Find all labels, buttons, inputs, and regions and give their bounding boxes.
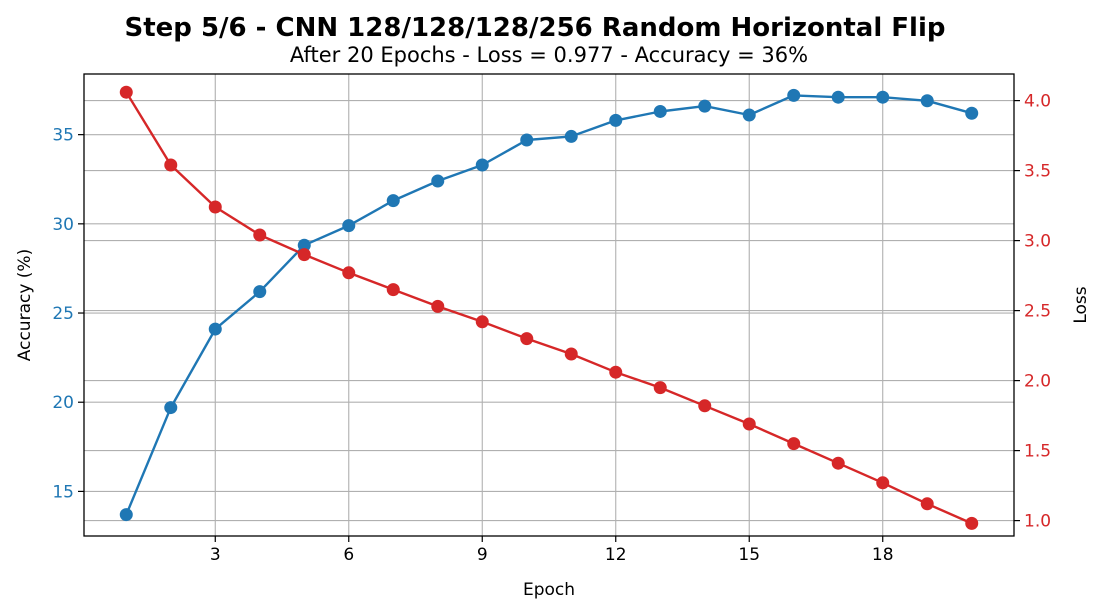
accuracy-point (253, 285, 267, 299)
y-axis-right-label: Loss (1071, 286, 1091, 323)
y-axis-left-label: Accuracy (%) (15, 249, 35, 361)
accuracy-series (119, 88, 979, 522)
accuracy-point (164, 401, 178, 415)
loss-point (742, 417, 756, 431)
accuracy-point (475, 158, 489, 172)
accuracy-point (831, 90, 845, 104)
accuracy-point (119, 508, 133, 522)
loss-series (119, 85, 979, 530)
loss-point (475, 315, 489, 329)
loss-point (965, 516, 979, 530)
loss-point (920, 497, 934, 511)
y-left-tick-label: 25 (52, 304, 74, 324)
loss-point (119, 85, 133, 99)
y-left-tick-label: 15 (52, 482, 74, 502)
y-left-tick-label: 35 (52, 126, 74, 146)
chart-subtitle: After 20 Epochs - Loss = 0.977 - Accurac… (290, 43, 808, 67)
axes: 3 6 9 12 15 18 15 20 25 30 35 1.0 1.5 2.0 2.5 3.0 3.5 4.0 (52, 92, 1051, 565)
y-right-tick-label: 2.5 (1024, 302, 1051, 322)
x-tick-label: 15 (738, 545, 760, 565)
loss-point (208, 200, 222, 214)
accuracy-point (876, 90, 890, 104)
accuracy-point (297, 238, 311, 252)
grid (84, 74, 1014, 536)
accuracy-line (125, 94, 973, 516)
accuracy-point (965, 106, 979, 120)
loss-point (164, 158, 178, 172)
plot-frame (83, 73, 1015, 537)
y-right-tick-label: 1.0 (1024, 512, 1051, 532)
loss-point (386, 283, 400, 297)
loss-point (876, 476, 890, 490)
y-right-tick-label: 2.0 (1024, 372, 1051, 392)
loss-point (653, 381, 667, 395)
y-left-tick-label: 20 (52, 393, 74, 413)
chart-title: Step 5/6 - CNN 128/128/128/256 Random Ho… (125, 13, 946, 43)
accuracy-point (742, 108, 756, 122)
accuracy-point (609, 113, 623, 127)
accuracy-point (342, 219, 356, 233)
loss-point (253, 228, 267, 242)
accuracy-point (208, 322, 222, 336)
loss-point (564, 347, 578, 361)
loss-point (698, 399, 712, 413)
loss-point (342, 266, 356, 280)
accuracy-point (386, 194, 400, 208)
y-right-tick-label: 3.0 (1024, 232, 1051, 252)
loss-point (297, 248, 311, 262)
loss-point (520, 332, 534, 346)
accuracy-point (787, 88, 801, 102)
x-tick-label: 3 (210, 545, 221, 565)
x-axis-label: Epoch (523, 580, 575, 600)
loss-point (831, 456, 845, 470)
accuracy-point (564, 129, 578, 143)
accuracy-point (698, 99, 712, 113)
x-tick-label: 18 (872, 545, 894, 565)
accuracy-point (920, 94, 934, 108)
y-right-tick-label: 3.5 (1024, 162, 1051, 182)
loss-point (787, 437, 801, 451)
loss-line (125, 91, 973, 525)
accuracy-point (431, 174, 445, 188)
x-tick-label: 6 (343, 545, 354, 565)
y-right-tick-label: 1.5 (1024, 442, 1051, 462)
x-tick-label: 12 (605, 545, 627, 565)
accuracy-point (653, 104, 667, 118)
accuracy-point (520, 133, 534, 147)
series-layer (119, 85, 979, 530)
y-left-tick-label: 30 (52, 215, 74, 235)
loss-point (609, 365, 623, 379)
x-tick-label: 9 (477, 545, 488, 565)
loss-point (431, 299, 445, 313)
y-right-tick-label: 4.0 (1024, 92, 1051, 112)
